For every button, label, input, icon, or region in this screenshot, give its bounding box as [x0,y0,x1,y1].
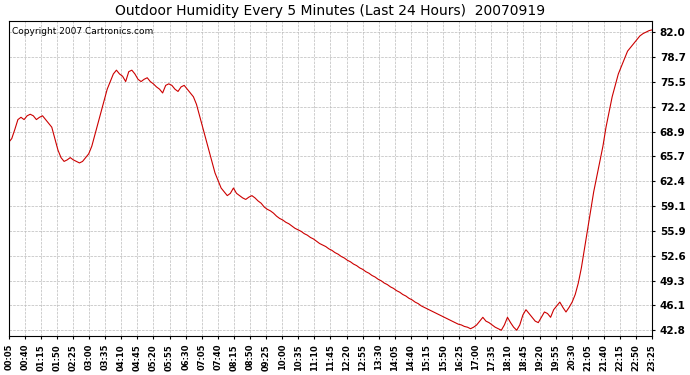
Text: Copyright 2007 Cartronics.com: Copyright 2007 Cartronics.com [12,27,153,36]
Title: Outdoor Humidity Every 5 Minutes (Last 24 Hours)  20070919: Outdoor Humidity Every 5 Minutes (Last 2… [115,4,546,18]
